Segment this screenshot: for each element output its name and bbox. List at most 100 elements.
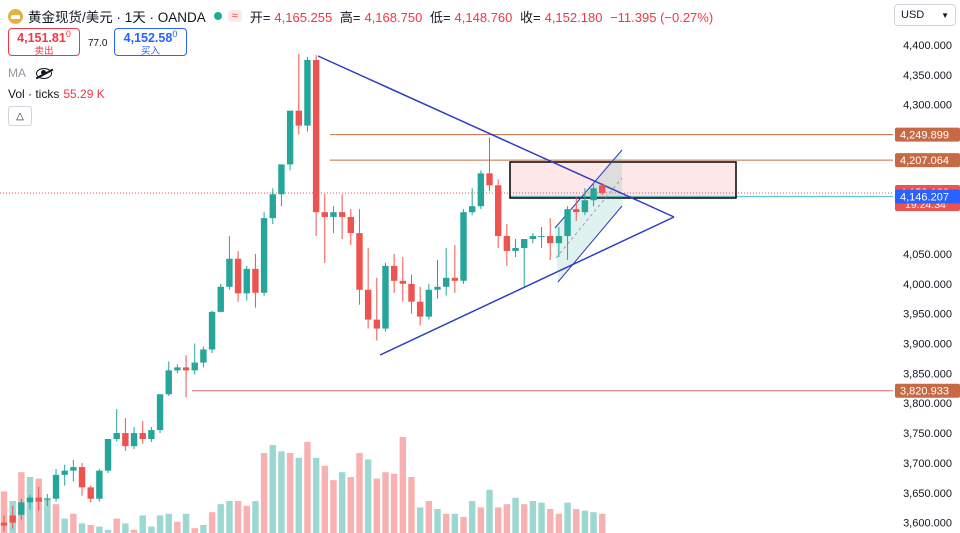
candle-body bbox=[269, 194, 276, 219]
candle-body bbox=[451, 277, 459, 281]
volume-bar bbox=[252, 501, 259, 533]
ma-indicator[interactable]: MA bbox=[8, 66, 52, 80]
volume-bar bbox=[590, 512, 597, 533]
volume-bar bbox=[295, 457, 302, 533]
volume-bar bbox=[78, 523, 86, 533]
candle-body bbox=[573, 209, 580, 213]
candle-body bbox=[538, 236, 545, 238]
candle-body bbox=[477, 173, 485, 207]
volume-bar bbox=[130, 529, 138, 533]
candle-body bbox=[278, 164, 285, 195]
candle-body bbox=[321, 212, 328, 217]
channel-mid bbox=[555, 177, 623, 259]
volume-bar bbox=[243, 505, 250, 533]
candle-body bbox=[113, 433, 120, 440]
candle-body bbox=[104, 439, 112, 471]
candle-body bbox=[18, 502, 25, 515]
buy-button[interactable]: 4,152.580 买入 bbox=[114, 28, 187, 57]
candle-body bbox=[156, 394, 164, 431]
volume-bar bbox=[96, 526, 103, 533]
volume-bar bbox=[347, 477, 354, 533]
y-tick-label: 4,400.000 bbox=[903, 40, 952, 52]
low-label: 低= bbox=[429, 9, 451, 25]
volume-bar bbox=[70, 513, 77, 533]
symbol-title[interactable]: 黄金现货/美元 · 1天 · OANDA bbox=[28, 10, 206, 25]
volume-bar bbox=[122, 523, 129, 533]
sell-label: 卖出 bbox=[34, 45, 54, 57]
volume-bar bbox=[208, 512, 216, 533]
candle-body bbox=[78, 467, 86, 488]
y-tick-label: 3,800.000 bbox=[903, 398, 952, 410]
volume-bar bbox=[486, 489, 493, 533]
volume-bar bbox=[226, 501, 233, 533]
wave-icon: ≈ bbox=[227, 10, 242, 22]
volume-bar bbox=[538, 502, 545, 533]
symbol-header: 黄金现货/美元 · 1天 · OANDA ≈ 开= 4,165.255 高= 4,1… bbox=[8, 6, 717, 26]
candle-body bbox=[599, 185, 606, 194]
volume-bar bbox=[399, 437, 407, 533]
candle-body bbox=[130, 433, 138, 447]
vol-label: Vol · ticks bbox=[8, 87, 60, 101]
green-dot-icon bbox=[213, 12, 222, 20]
candle-body bbox=[590, 188, 597, 201]
y-tick-label: 3,900.000 bbox=[903, 339, 952, 351]
y-tick-label: 4,350.000 bbox=[903, 70, 952, 82]
volume-bar bbox=[278, 451, 285, 533]
price-tag bbox=[895, 153, 960, 168]
volume-bar bbox=[200, 525, 207, 533]
price-tag-label: 3,820.933 bbox=[900, 386, 949, 398]
candle-body bbox=[373, 319, 381, 329]
gold-coin-icon bbox=[8, 8, 23, 24]
candle-body bbox=[96, 470, 103, 499]
candle-body bbox=[191, 362, 198, 371]
volume-bar bbox=[286, 453, 294, 533]
volume-bar bbox=[191, 528, 198, 533]
volume-bar bbox=[139, 515, 146, 533]
high-value: 4,168.750 bbox=[364, 9, 423, 25]
candle-body bbox=[243, 268, 250, 294]
collapse-button[interactable]: △ bbox=[8, 106, 32, 126]
volume-bar bbox=[373, 478, 381, 533]
volume-bar bbox=[364, 459, 372, 533]
y-tick-label: 3,650.000 bbox=[903, 488, 952, 500]
candle-body bbox=[182, 367, 190, 371]
candle-body bbox=[61, 470, 68, 475]
volume-bar bbox=[494, 507, 502, 533]
volume-bar bbox=[312, 457, 320, 533]
candle-body bbox=[416, 301, 424, 317]
y-tick-label: 3,950.000 bbox=[903, 309, 952, 321]
candle-body bbox=[460, 212, 467, 281]
candle-body bbox=[0, 522, 8, 526]
rising-channel-fill bbox=[555, 150, 622, 282]
candle-body bbox=[347, 216, 354, 234]
volume-bar bbox=[555, 513, 563, 533]
currency-select[interactable]: USD ▼ bbox=[894, 4, 956, 26]
y-tick-label: 3,750.000 bbox=[903, 428, 952, 440]
volume-bar bbox=[529, 501, 537, 533]
volume-bar bbox=[442, 513, 450, 533]
candle-body bbox=[35, 497, 42, 502]
candle-body bbox=[503, 236, 511, 251]
candle-body bbox=[165, 370, 172, 395]
candle-body bbox=[70, 467, 77, 471]
candle-body bbox=[304, 59, 311, 126]
candle-body bbox=[122, 433, 129, 447]
price-tag bbox=[895, 383, 960, 398]
volume-bar bbox=[52, 504, 60, 533]
buy-label: 买入 bbox=[140, 45, 160, 57]
candle-body bbox=[581, 200, 589, 213]
volume-bar bbox=[581, 510, 589, 533]
sell-button[interactable]: 4,151.810 卖出 bbox=[8, 28, 80, 57]
candle-body bbox=[44, 498, 51, 500]
candle-body bbox=[217, 286, 224, 312]
chevron-down-icon: ▼ bbox=[941, 10, 949, 20]
close-label: 收= bbox=[520, 9, 541, 25]
volume-bar bbox=[0, 491, 8, 533]
candle-body bbox=[139, 433, 146, 440]
volume-indicator[interactable]: Vol · ticks 55.29 K bbox=[8, 87, 105, 101]
eye-hidden-icon[interactable] bbox=[36, 67, 52, 79]
volume-bar bbox=[468, 501, 476, 533]
y-tick-label: 4,050.000 bbox=[903, 249, 952, 261]
price-tag-label: 4,146.207 bbox=[900, 192, 949, 204]
